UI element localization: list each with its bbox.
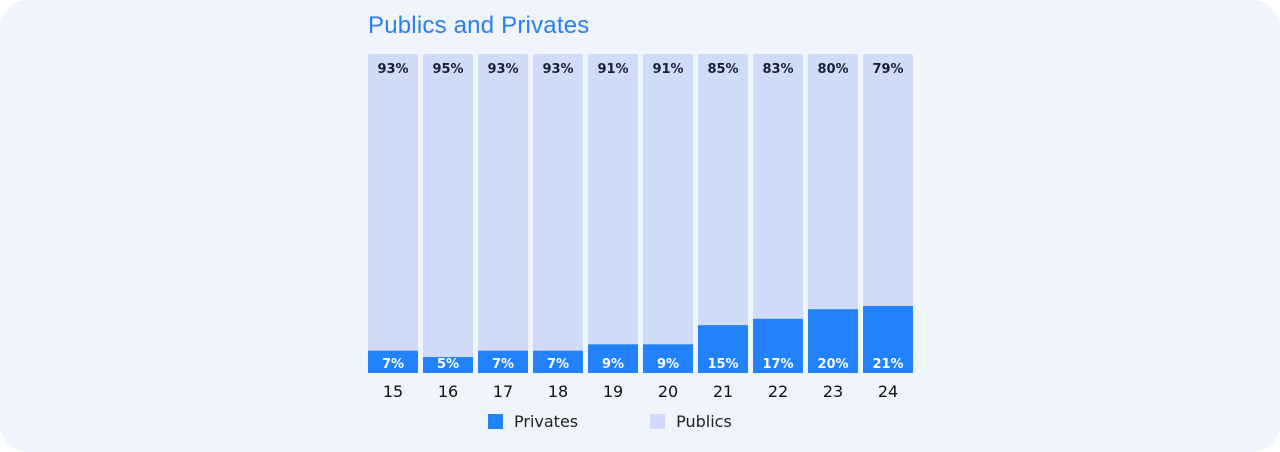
x-tick-label-18: 18 — [548, 382, 568, 401]
data-label-publics-24: 79% — [872, 62, 903, 77]
legend-item-privates[interactable]: Privates — [488, 412, 578, 431]
x-tick-label-17: 17 — [493, 382, 513, 401]
data-label-privates-17: 7% — [492, 357, 514, 372]
legend-label-publics: Publics — [676, 412, 732, 431]
data-label-publics-23: 80% — [817, 62, 848, 77]
x-tick-label-23: 23 — [823, 382, 843, 401]
data-label-privates-23: 20% — [817, 357, 848, 372]
data-label-publics-15: 93% — [377, 62, 408, 77]
bar-privates-18 — [533, 350, 583, 373]
bar-publics-15 — [368, 54, 418, 351]
bar-privates-20 — [643, 344, 693, 373]
data-label-publics-18: 93% — [542, 62, 573, 77]
bar-publics-23 — [808, 54, 858, 310]
x-tick-label-20: 20 — [658, 382, 678, 401]
x-tick-label-15: 15 — [383, 382, 403, 401]
data-label-privates-18: 7% — [547, 357, 569, 372]
data-label-publics-19: 91% — [597, 62, 628, 77]
x-tick-label-16: 16 — [438, 382, 458, 401]
bar-publics-17 — [478, 54, 528, 351]
bar-publics-21 — [698, 54, 748, 326]
bar-publics-22 — [753, 54, 803, 319]
chart-title: Publics and Privates — [368, 12, 590, 39]
data-label-publics-17: 93% — [487, 62, 518, 77]
legend: Privates Publics — [488, 412, 732, 431]
bar-publics-18 — [533, 54, 583, 351]
data-label-privates-22: 17% — [762, 357, 793, 372]
bar-publics-20 — [643, 54, 693, 345]
bar-privates-16 — [423, 357, 473, 373]
legend-label-privates: Privates — [514, 412, 579, 431]
data-label-publics-20: 91% — [652, 62, 683, 77]
legend-swatch-publics — [650, 414, 666, 429]
data-label-privates-15: 7% — [382, 357, 404, 372]
bar-privates-17 — [478, 350, 528, 373]
x-tick-label-24: 24 — [878, 382, 898, 401]
bar-privates-22 — [753, 318, 803, 373]
data-label-privates-21: 15% — [707, 357, 738, 372]
bar-privates-21 — [698, 325, 748, 373]
bar-privates-15 — [368, 350, 418, 373]
data-label-privates-16: 5% — [437, 357, 459, 372]
x-tick-label-22: 22 — [768, 382, 788, 401]
data-label-publics-21: 85% — [707, 62, 738, 77]
data-label-publics-16: 95% — [432, 62, 463, 77]
bar-publics-19 — [588, 54, 638, 345]
bar-publics-16 — [423, 54, 473, 358]
x-tick-label-21: 21 — [713, 382, 733, 401]
legend-swatch-privates — [488, 414, 503, 429]
x-tick-label-19: 19 — [603, 382, 623, 401]
data-label-privates-20: 9% — [657, 357, 679, 372]
bar-privates-23 — [808, 309, 858, 373]
bar-publics-24 — [863, 54, 913, 307]
bar-privates-24 — [863, 306, 913, 373]
data-label-publics-22: 83% — [762, 62, 793, 77]
bar-privates-19 — [588, 344, 638, 373]
data-label-privates-24: 21% — [872, 357, 903, 372]
legend-item-publics[interactable]: Publics — [650, 412, 732, 431]
data-label-privates-19: 9% — [602, 357, 624, 372]
